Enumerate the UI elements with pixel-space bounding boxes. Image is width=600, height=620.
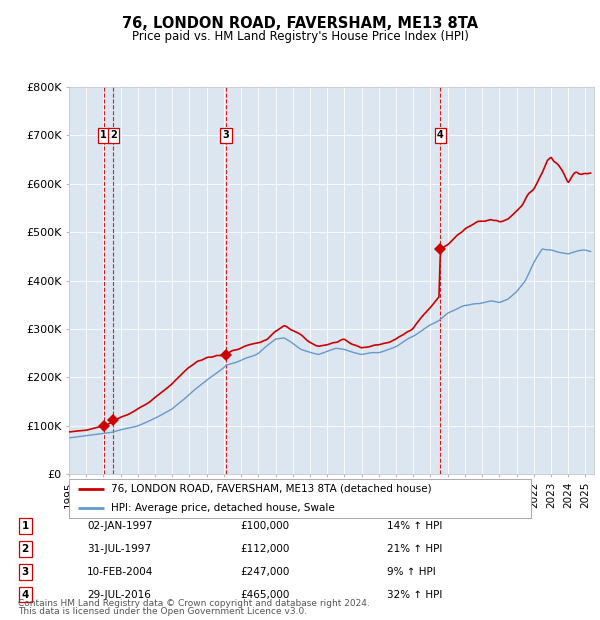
Text: 76, LONDON ROAD, FAVERSHAM, ME13 8TA (detached house): 76, LONDON ROAD, FAVERSHAM, ME13 8TA (de… xyxy=(110,484,431,494)
Text: HPI: Average price, detached house, Swale: HPI: Average price, detached house, Swal… xyxy=(110,503,334,513)
Text: 1: 1 xyxy=(22,521,29,531)
Text: 14% ↑ HPI: 14% ↑ HPI xyxy=(387,521,442,531)
Text: 3: 3 xyxy=(223,130,229,140)
Text: 2: 2 xyxy=(22,544,29,554)
Text: 29-JUL-2016: 29-JUL-2016 xyxy=(87,590,151,600)
Text: £112,000: £112,000 xyxy=(240,544,289,554)
Text: 1: 1 xyxy=(100,130,107,140)
Text: Price paid vs. HM Land Registry's House Price Index (HPI): Price paid vs. HM Land Registry's House … xyxy=(131,30,469,43)
Text: 76, LONDON ROAD, FAVERSHAM, ME13 8TA: 76, LONDON ROAD, FAVERSHAM, ME13 8TA xyxy=(122,16,478,30)
Text: 9% ↑ HPI: 9% ↑ HPI xyxy=(387,567,436,577)
Text: 2: 2 xyxy=(110,130,117,140)
Text: 3: 3 xyxy=(22,567,29,577)
Text: This data is licensed under the Open Government Licence v3.0.: This data is licensed under the Open Gov… xyxy=(18,607,307,616)
Text: 02-JAN-1997: 02-JAN-1997 xyxy=(87,521,152,531)
Text: £247,000: £247,000 xyxy=(240,567,289,577)
Text: 31-JUL-1997: 31-JUL-1997 xyxy=(87,544,151,554)
Text: 32% ↑ HPI: 32% ↑ HPI xyxy=(387,590,442,600)
Text: £100,000: £100,000 xyxy=(240,521,289,531)
Text: 10-FEB-2004: 10-FEB-2004 xyxy=(87,567,154,577)
Text: £465,000: £465,000 xyxy=(240,590,289,600)
Text: 21% ↑ HPI: 21% ↑ HPI xyxy=(387,544,442,554)
Text: 4: 4 xyxy=(437,130,444,140)
Text: Contains HM Land Registry data © Crown copyright and database right 2024.: Contains HM Land Registry data © Crown c… xyxy=(18,598,370,608)
Text: 4: 4 xyxy=(22,590,29,600)
